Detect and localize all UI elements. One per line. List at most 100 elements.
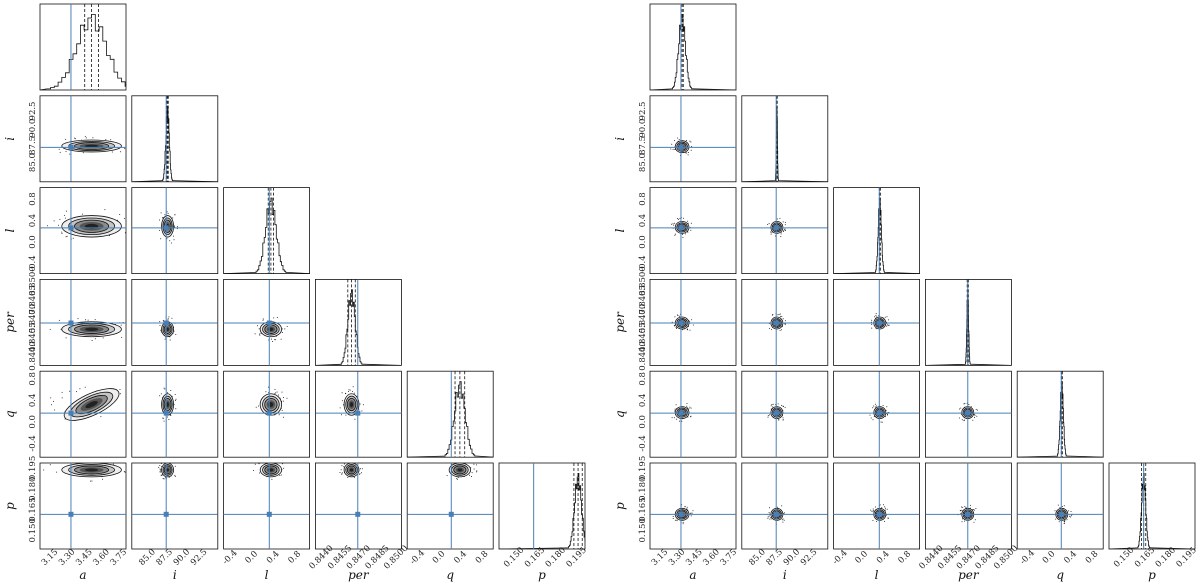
panel-l-vs-a: -0.4 0.0 0.4 0.8 l <box>613 187 737 275</box>
truth-marker <box>68 410 74 416</box>
sample-dot <box>887 517 889 519</box>
sample-dot <box>769 518 771 520</box>
sample-dot <box>473 463 475 465</box>
sample-dot <box>351 458 352 459</box>
sample-dot <box>164 214 166 216</box>
sample-dot <box>1066 519 1068 521</box>
sample-dot <box>876 316 878 318</box>
sample-dot <box>58 148 60 150</box>
sample-dot <box>163 478 165 480</box>
ylabel-p: p <box>613 502 627 510</box>
panel-l-vs-i <box>131 187 219 275</box>
sample-dot <box>174 225 175 227</box>
sample-dot <box>784 512 786 514</box>
sample-dot <box>686 139 688 141</box>
sample-dot <box>361 468 363 470</box>
panel-q-vs-i <box>131 370 219 458</box>
sample-dot <box>679 217 681 219</box>
sample-dot <box>672 148 674 150</box>
density-per-vs-i <box>741 279 828 366</box>
sample-dot <box>92 137 94 139</box>
sample-dot <box>59 151 61 153</box>
sample-dot <box>272 341 274 342</box>
panel-per-vs-i <box>741 278 829 366</box>
sample-dot <box>784 228 786 230</box>
ytick-q: 0.0 <box>638 415 648 429</box>
sample-dot <box>675 326 677 328</box>
truth-marker <box>68 320 74 326</box>
density-per-vs-l <box>833 279 920 366</box>
sample-dot <box>339 407 341 409</box>
panel-per-vs-l <box>223 278 311 366</box>
sample-dot <box>882 405 884 407</box>
ytick-p: 0.195 <box>28 456 38 480</box>
sample-dot <box>871 323 873 325</box>
panel-p-vs-q: -0.4 0.0 0.4 0.8 q <box>406 459 494 582</box>
density-p-vs-a <box>650 463 736 549</box>
sample-dot <box>119 389 121 390</box>
sample-dot <box>112 463 114 465</box>
sample-dot <box>61 233 63 234</box>
ytick-l: -0.4 <box>638 255 648 271</box>
density-q-vs-i <box>131 371 218 458</box>
truth-marker <box>68 511 74 517</box>
sample-dot <box>111 151 113 153</box>
sample-dot <box>127 221 128 222</box>
sample-dot <box>85 137 87 139</box>
sample-dot <box>461 459 462 460</box>
sample-dot <box>129 142 130 143</box>
hist-panel-per <box>314 278 402 366</box>
sample-dot <box>767 516 769 518</box>
sample-dot <box>785 230 786 231</box>
density-q-vs-l <box>223 371 310 458</box>
sample-dot <box>78 462 79 463</box>
sample-dot <box>974 519 976 521</box>
sample-dot <box>772 403 774 405</box>
sample-dot <box>469 474 470 476</box>
sample-dot <box>689 329 691 331</box>
sample-dot <box>175 399 176 401</box>
sample-dot <box>691 512 693 514</box>
sample-dot <box>771 518 773 520</box>
sample-dot <box>286 397 288 399</box>
sample-dot <box>61 231 63 233</box>
xtick-i: 87.5 <box>765 547 785 567</box>
xtick-a: 3.15 <box>40 547 60 567</box>
density-p-vs-q <box>1017 463 1104 549</box>
sample-dot <box>873 416 875 417</box>
sample-dot <box>341 392 343 394</box>
sample-dot <box>774 235 776 237</box>
sample-dot <box>159 471 161 473</box>
sample-dot <box>65 150 67 152</box>
sample-dot <box>282 463 284 465</box>
ytick-per: 0.8500 <box>638 266 648 296</box>
sample-dot <box>887 324 889 326</box>
contour-level-4 <box>166 402 169 407</box>
sample-dot <box>687 231 689 233</box>
sample-dot <box>161 475 163 476</box>
sample-dot <box>780 315 782 317</box>
ylabel-i: i <box>3 137 17 141</box>
sample-dot <box>174 214 176 216</box>
sample-dot <box>453 463 455 464</box>
sample-dot <box>871 319 873 321</box>
sample-dot <box>884 520 885 522</box>
sample-dot <box>121 336 123 338</box>
density-q-vs-a <box>650 371 736 458</box>
sample-dot <box>159 465 161 466</box>
sample-dot <box>962 506 964 508</box>
panel-q-vs-i <box>741 370 829 458</box>
sample-dot <box>784 221 786 223</box>
sample-dot <box>347 477 349 478</box>
truth-marker <box>876 511 882 517</box>
ytick-q: 0.4 <box>638 394 648 408</box>
sample-dot <box>348 389 350 391</box>
xtick-a: 3.75 <box>719 547 739 567</box>
truth-marker <box>1058 511 1064 517</box>
contour-level-4 <box>349 402 354 407</box>
sample-dot <box>776 218 778 220</box>
panel-l-vs-a: -0.4 0.0 0.4 0.8 l <box>3 187 128 275</box>
